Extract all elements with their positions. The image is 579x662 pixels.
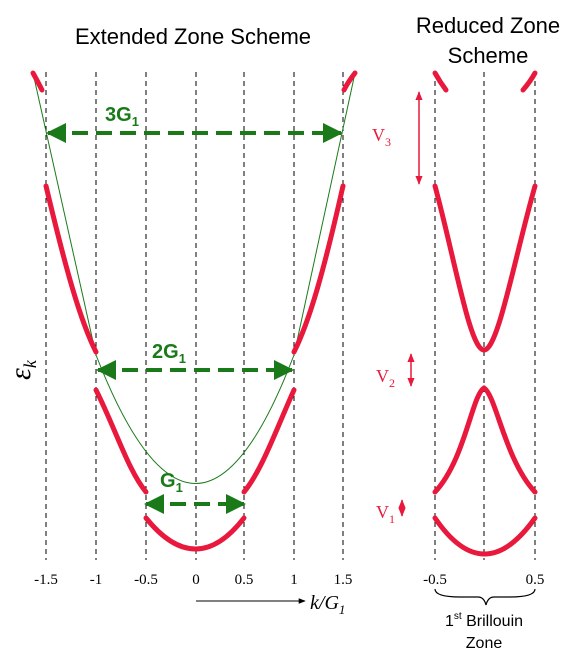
- brillouin-label-line2: Zone: [466, 635, 503, 652]
- reduced-zone-title-line1: Reduced Zone: [416, 13, 560, 38]
- potential-labels: V3 V2 V1: [372, 125, 395, 526]
- tick-1.5: 1.5: [334, 572, 353, 588]
- band-4-left: [30, 70, 45, 93]
- reduced-band-4-left: [432, 70, 449, 93]
- band-2-left: [93, 387, 149, 495]
- tick-0.5: 0.5: [235, 572, 254, 588]
- band-4-right: [341, 70, 358, 93]
- tick-0: 0: [192, 572, 200, 588]
- label-v3: V3: [372, 125, 391, 149]
- reciprocal-vectors: [46, 123, 343, 514]
- extended-zone-title: Extended Zone Scheme: [75, 24, 311, 49]
- k-axis-label: k/G1: [310, 592, 345, 617]
- reduced-band-4-right: [520, 70, 538, 93]
- tick-neg1.5: -1.5: [34, 572, 58, 588]
- energy-axis-label: εk: [4, 359, 40, 380]
- band-3-left: [43, 183, 99, 355]
- tick-neg1: -1: [90, 572, 103, 588]
- reduced-tick-neg0.5: -0.5: [423, 572, 447, 588]
- free-electron-parabola: [32, 72, 356, 484]
- extended-zone-lines: [45, 72, 344, 560]
- reduced-tick-0.5: 0.5: [526, 572, 545, 588]
- label-2g1: 2G1: [152, 341, 186, 366]
- reduced-band-1: [432, 515, 538, 557]
- label-v2: V2: [376, 366, 395, 390]
- band-2-right: [241, 387, 297, 495]
- brillouin-brace: [434, 588, 536, 606]
- reduced-bands: [432, 70, 538, 557]
- band-1-central: [143, 515, 247, 552]
- reduced-zone-title-line2: Scheme: [448, 43, 529, 68]
- label-v1: V1: [376, 502, 395, 526]
- band-3-right: [291, 183, 346, 355]
- band-gap-arrows: [398, 91, 423, 517]
- extended-x-ticks: -1.5 -1 -0.5 0 0.5 1 1.5: [34, 572, 352, 588]
- reduced-band-2: [432, 385, 538, 495]
- label-g1: G1: [160, 470, 183, 495]
- tick-neg0.5: -0.5: [134, 572, 158, 588]
- brillouin-label-line1: 1st Brillouin: [445, 611, 523, 630]
- label-3g1: 3G1: [105, 104, 139, 129]
- reduced-band-3: [432, 183, 538, 353]
- extended-bands: [30, 70, 358, 552]
- reduced-x-ticks: -0.5 0.5: [423, 572, 544, 588]
- reduced-zone-lines: [434, 72, 536, 560]
- tick-1: 1: [290, 572, 298, 588]
